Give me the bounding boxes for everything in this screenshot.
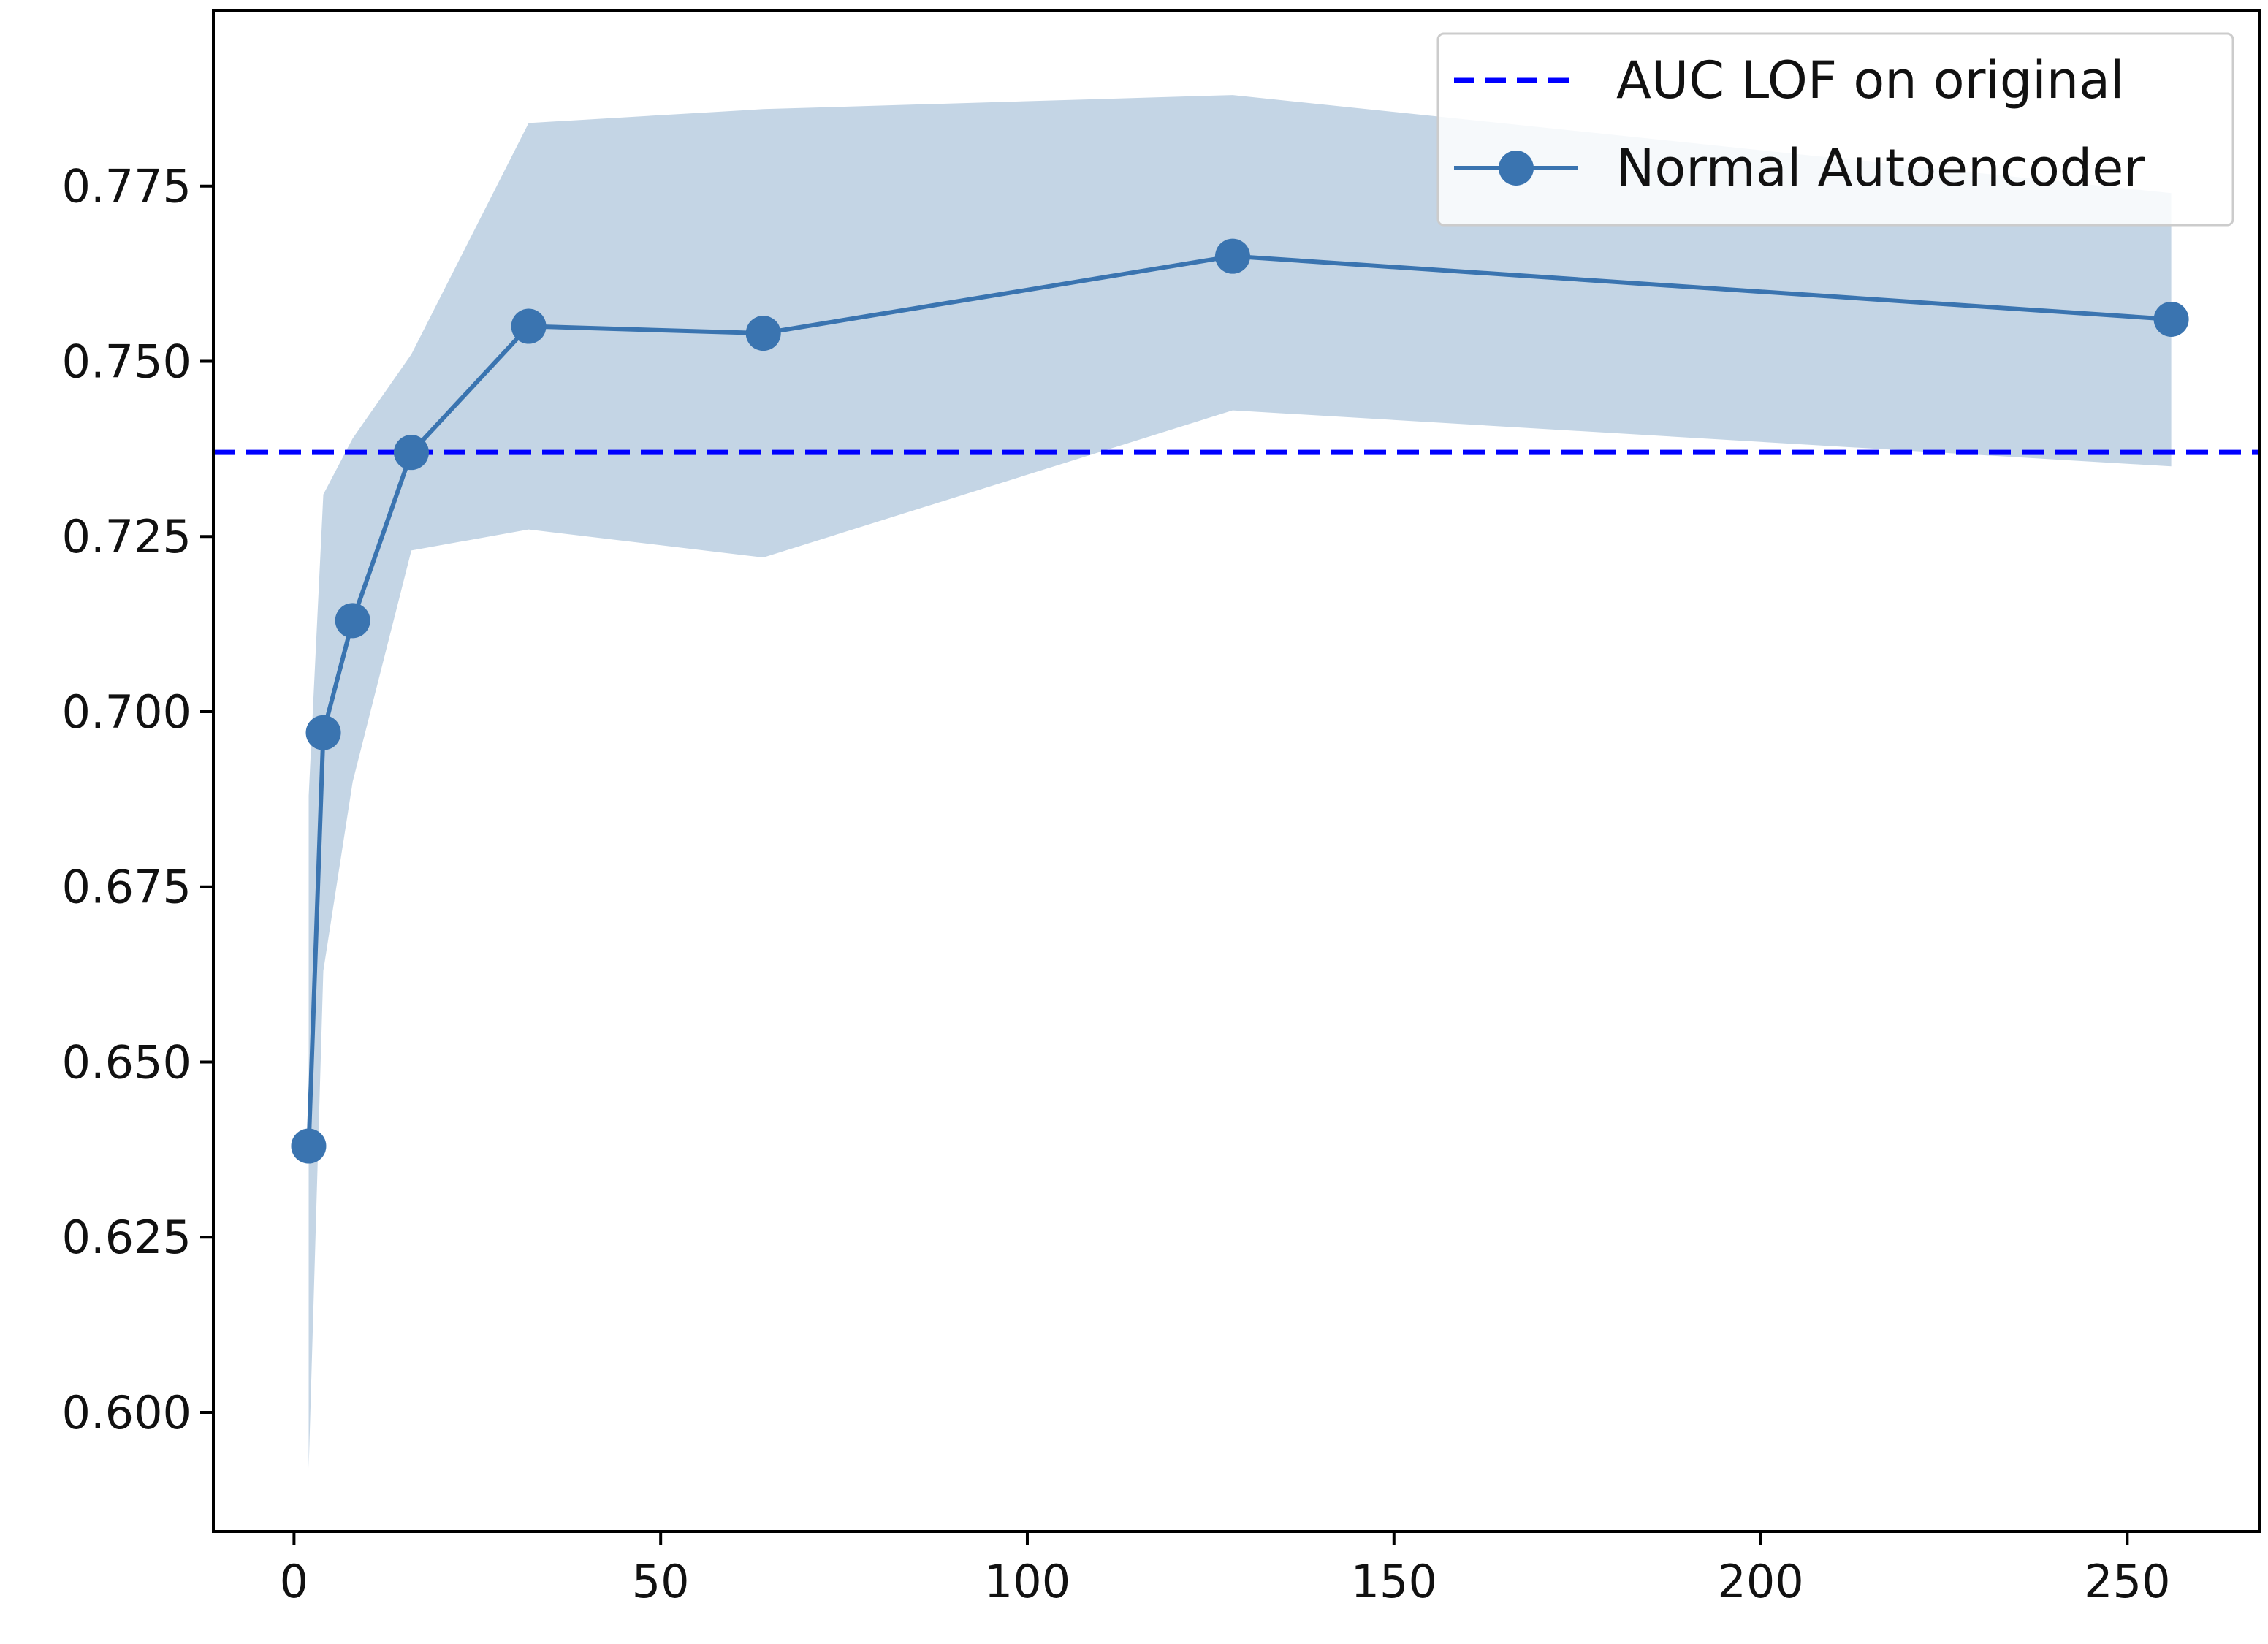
y-tick-label: 0.600	[62, 1386, 192, 1439]
x-tick-label: 50	[632, 1555, 690, 1608]
data-point	[1214, 238, 1250, 274]
legend-series-marker	[1499, 151, 1534, 186]
x-tick-label: 100	[984, 1555, 1070, 1608]
y-tick-label: 0.775	[62, 160, 192, 213]
y-axis: 0.600 0.625 0.650 0.675 0.700 0.725 0.750 0.775	[62, 160, 213, 1439]
data-point	[511, 308, 547, 344]
y-tick-label: 0.675	[62, 861, 192, 914]
legend-reference-label: AUC LOF on original	[1616, 50, 2124, 110]
data-point	[305, 715, 341, 750]
legend-series-label: Normal Autoencoder	[1616, 138, 2145, 198]
x-axis: 0 50 100 150 200 250	[280, 1531, 2171, 1608]
x-tick-label: 250	[2084, 1555, 2170, 1608]
data-point	[745, 316, 781, 351]
y-tick-label: 0.650	[62, 1035, 192, 1089]
y-tick-label: 0.750	[62, 335, 192, 388]
confidence-band	[308, 95, 2172, 1469]
x-tick-label: 0	[280, 1555, 308, 1608]
plot-area	[213, 95, 2259, 1469]
x-tick-label: 200	[1717, 1555, 1803, 1608]
x-tick-label: 150	[1351, 1555, 1437, 1608]
legend: AUC LOF on original Normal Autoencoder	[1436, 32, 2234, 227]
data-point	[335, 603, 370, 639]
data-point	[2153, 301, 2189, 337]
y-tick-label: 0.625	[62, 1211, 192, 1264]
y-tick-label: 0.725	[62, 510, 192, 563]
data-point	[291, 1128, 327, 1164]
data-point	[393, 435, 429, 471]
axes-frame	[212, 9, 2261, 1533]
legend-box	[1436, 32, 2234, 227]
y-tick-label: 0.700	[62, 685, 192, 739]
series-line	[306, 254, 2172, 1146]
